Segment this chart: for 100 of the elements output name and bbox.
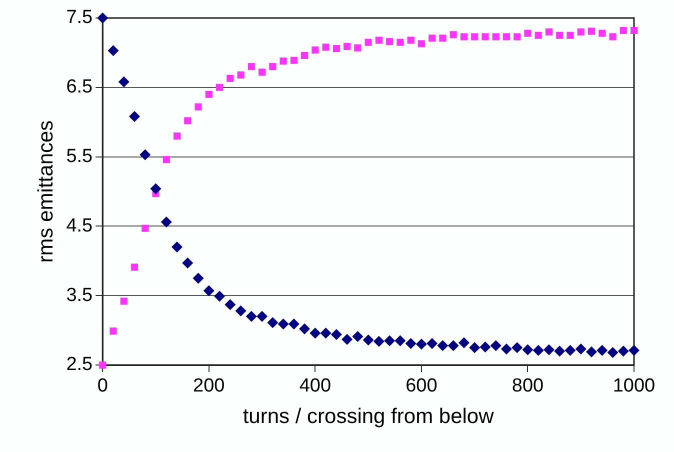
x-tick-label: 600 (406, 376, 438, 397)
point (384, 335, 396, 346)
point (405, 338, 416, 349)
point (596, 344, 608, 356)
point (500, 344, 512, 355)
x-tick-label: 0 (97, 376, 108, 397)
y-tick-label: 4.5 (66, 215, 93, 236)
x-tick-label: 1000 (612, 376, 656, 397)
point (118, 76, 130, 88)
point (514, 33, 521, 40)
y-tick-label: 2.5 (66, 354, 93, 376)
y-tick-label: 7.5 (66, 7, 93, 28)
point (588, 28, 596, 35)
point (246, 310, 257, 322)
point (320, 328, 332, 339)
point (428, 34, 436, 42)
point (172, 242, 183, 253)
point (108, 45, 119, 56)
point (248, 63, 255, 70)
point (128, 111, 140, 122)
point (439, 34, 446, 42)
point (216, 84, 224, 91)
point (598, 30, 606, 37)
point (607, 347, 618, 358)
point (182, 257, 194, 268)
point (620, 26, 627, 34)
point (375, 36, 382, 44)
point (543, 344, 554, 356)
x-tick-label: 200 (193, 376, 225, 397)
point (310, 328, 321, 339)
point (458, 337, 470, 348)
point (258, 68, 266, 76)
point (577, 28, 584, 36)
point (120, 298, 128, 305)
point (99, 361, 106, 369)
point (312, 46, 319, 54)
point (524, 30, 532, 37)
point (214, 290, 226, 302)
point (205, 90, 212, 98)
point (394, 335, 406, 346)
x-axis-title: turns / crossing from below (242, 405, 495, 428)
point (322, 44, 330, 51)
point (226, 74, 234, 82)
point (194, 103, 202, 110)
point (534, 32, 542, 39)
point (386, 38, 394, 46)
point (482, 33, 489, 40)
point (618, 346, 629, 357)
point (203, 285, 214, 296)
point (502, 33, 510, 40)
point (256, 310, 268, 322)
point (512, 342, 523, 354)
y-tick-label: 6.5 (66, 76, 93, 98)
point (184, 117, 192, 124)
point (344, 42, 351, 50)
point (267, 317, 278, 328)
y-tick-label: 5.5 (66, 146, 93, 168)
point (142, 224, 149, 232)
point (628, 344, 640, 356)
point (173, 132, 181, 140)
point (278, 318, 289, 330)
point (299, 323, 310, 334)
y-axis-title: rms emittances (34, 120, 58, 263)
point (586, 346, 597, 358)
point (450, 31, 457, 38)
point (490, 340, 502, 352)
point (426, 338, 438, 349)
point (554, 346, 566, 357)
point (460, 33, 468, 40)
point (545, 28, 553, 36)
point (160, 216, 172, 228)
point (564, 344, 576, 356)
point (437, 340, 448, 352)
point (290, 56, 298, 64)
point (224, 299, 236, 310)
x-tick-label: 800 (512, 376, 544, 397)
point (332, 45, 340, 52)
point (354, 44, 362, 52)
point (162, 156, 170, 164)
point (373, 336, 384, 347)
x-tick-label: 400 (299, 376, 332, 397)
point (140, 149, 151, 160)
point (288, 318, 300, 330)
point (492, 33, 500, 40)
point (609, 33, 616, 40)
point (416, 338, 427, 350)
point (330, 328, 342, 340)
point (280, 57, 287, 65)
point (396, 38, 404, 46)
point (130, 264, 138, 271)
point (235, 305, 246, 316)
point (364, 38, 372, 46)
y-tick-label: 3.5 (66, 284, 93, 306)
point (480, 341, 491, 352)
point (407, 36, 414, 44)
point (237, 71, 244, 78)
point (301, 52, 308, 60)
point (522, 344, 534, 356)
point (630, 26, 638, 34)
point (352, 331, 364, 342)
